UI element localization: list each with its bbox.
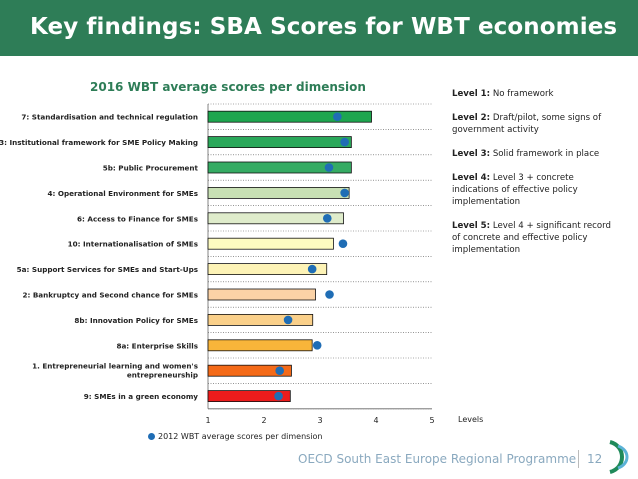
x-tick-label: 5: [429, 416, 434, 425]
category-label: 10: Internationalisation of SMEs: [68, 240, 198, 249]
point-2012-10: [312, 341, 322, 350]
category-label: 9: SMEs in a green economy: [84, 392, 199, 401]
category-label: 3: Institutional framework for SME Polic…: [0, 138, 198, 147]
legend-label: 2012 WBT average scores per dimension: [158, 432, 323, 441]
category-label: 7: Standardisation and technical regulat…: [21, 113, 198, 122]
bar-6: [207, 237, 334, 250]
footer-divider: [578, 450, 579, 468]
chart-legend: 2012 WBT average scores per dimension: [148, 432, 323, 441]
category-label: 8a: Enterprise Skills: [116, 341, 198, 350]
x-tick-label: 1: [205, 416, 210, 425]
level-item-1: Level 1: No framework: [452, 89, 554, 99]
header-bar: Key findings: SBA Scores for WBT economi…: [0, 0, 638, 56]
footer-text: OECD South East Europe Regional Programm…: [298, 452, 577, 466]
point-2012-2: [340, 137, 349, 147]
point-2012-8: [325, 290, 334, 299]
oecd-logo-icon: [609, 440, 629, 474]
bar-4: [207, 187, 350, 199]
level-item-5: Level 5: Level 4 + significant record of…: [452, 221, 611, 255]
level-item-4: Level 4: Level 3 + concrete indications …: [452, 173, 578, 207]
category-label: 5a: Support Services for SMEs and Start-…: [17, 265, 198, 274]
x-tick-label: 2: [261, 416, 266, 425]
bar-2: [207, 136, 352, 148]
point-2012-6: [338, 239, 348, 248]
x-tick-label: 4: [373, 416, 378, 425]
point-2012-7: [307, 264, 317, 274]
category-label: 2: Bankruptcy and Second chance for SMEs: [22, 291, 198, 300]
level-item-2: Level 2: Draft/pilot, some signs of gove…: [452, 113, 602, 135]
bar-11: [207, 364, 292, 377]
bar-1: [207, 110, 372, 123]
point-2012-12: [274, 391, 283, 401]
levels-panel: Level 1: No framework Level 2: Draft/pil…: [452, 88, 612, 268]
x-tick-label: 3: [317, 416, 322, 425]
bar-9: [207, 313, 314, 326]
point-2012-3: [324, 163, 334, 172]
category-label: 6: Access to Finance for SMEs: [77, 214, 198, 223]
point-2012-9: [283, 315, 293, 325]
bar-7: [207, 263, 328, 276]
point-2012-4: [340, 188, 349, 198]
point-2012-5: [322, 214, 332, 223]
point-2012-11: [275, 366, 284, 376]
bar-5: [207, 212, 344, 225]
bar-3: [207, 161, 352, 174]
x-axis-label: Levels: [458, 415, 484, 424]
category-label: 1. Entrepreneurial learning and women's e…: [32, 362, 198, 380]
bar-chart: 7: Standardisation and technical regulat…: [0, 103, 435, 425]
point-2012-1: [333, 112, 342, 121]
chart-title: 2016 WBT average scores per dimension: [90, 80, 366, 94]
category-label: 4: Operational Environment for SMEs: [48, 189, 199, 198]
bar-10: [207, 339, 313, 352]
bar-8: [207, 288, 316, 301]
page-number: 12: [587, 452, 603, 466]
legend-dot-icon: [148, 433, 155, 440]
category-label: 8b: Innovation Policy for SMEs: [74, 316, 198, 325]
category-label: 5b: Public Procurement: [103, 164, 199, 173]
level-item-3: Level 3: Solid framework in place: [452, 149, 600, 159]
bar-12: [207, 390, 291, 403]
page-title: Key findings: SBA Scores for WBT economi…: [30, 14, 618, 40]
